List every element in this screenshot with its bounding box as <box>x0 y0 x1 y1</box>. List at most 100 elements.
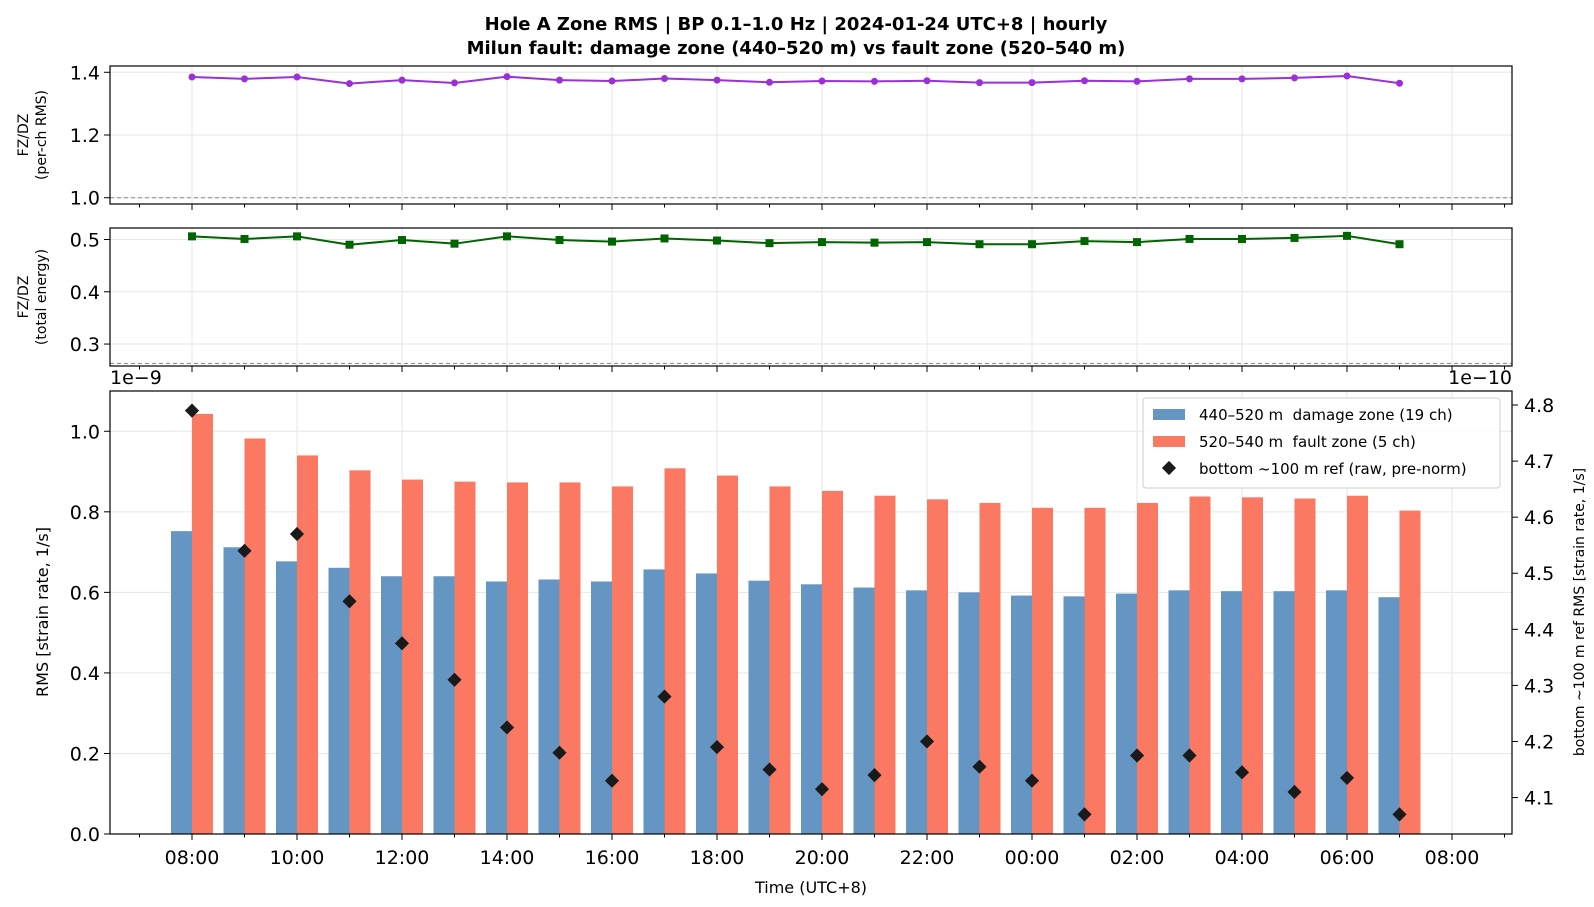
chart-title-line1: Hole A Zone RMS | BP 0.1–1.0 Hz | 2024-0… <box>485 14 1108 35</box>
ratio-point <box>450 239 459 248</box>
bar-damage-zone <box>1326 590 1347 834</box>
ref-marker <box>972 759 987 774</box>
legend-label-bottom-ref: bottom ~100 m ref (raw, pre-norm) <box>1199 460 1467 478</box>
ratio-point <box>1080 237 1089 246</box>
x-tick-label: 10:00 <box>270 847 325 869</box>
bar-damage-zone <box>591 581 612 834</box>
bar-damage-zone <box>1221 591 1242 834</box>
x-tick-label: 20:00 <box>795 847 850 869</box>
y-tick-label: 0.5 <box>70 230 100 252</box>
legend-swatch-damage-zone <box>1153 409 1185 420</box>
bar-damage-zone <box>538 579 560 834</box>
legend-frame <box>1142 397 1501 489</box>
ratio-point <box>556 76 563 84</box>
y-tick-label: 1.0 <box>70 188 100 210</box>
ratio-point <box>398 76 406 84</box>
ratio-point <box>661 75 668 83</box>
ratio-point <box>188 232 196 241</box>
y-tick-label: 0.6 <box>70 582 100 604</box>
left-offset-label: 1e−9 <box>110 367 162 389</box>
bar-damage-zone <box>171 531 192 834</box>
ratio-point <box>870 238 879 247</box>
bar-fault-zone <box>1399 510 1421 834</box>
ratio-point <box>1028 240 1036 249</box>
bar-fault-zone <box>1347 495 1368 834</box>
bar-damage-zone <box>748 580 770 834</box>
ratio-point <box>1343 72 1351 80</box>
bar-damage-zone <box>276 561 297 834</box>
ratio-point <box>1185 234 1194 243</box>
bar-fault-zone <box>927 499 948 834</box>
bar-damage-zone <box>643 569 665 834</box>
y-tick-label: 0.2 <box>70 743 100 765</box>
bar-fault-zone <box>1294 498 1316 834</box>
x-tick-label: 04:00 <box>1215 847 1270 869</box>
bar-damage-zone <box>1168 590 1190 834</box>
ratio-point <box>765 239 774 248</box>
panel-rms-bars: 08:00 10:00 12:00 14:00 16:00 18:00 20:00 22:00… <box>33 367 1588 897</box>
y-right-tick-label: 4.4 <box>1524 619 1554 641</box>
y-tick-label: 0.3 <box>70 334 100 356</box>
bar-damage-zone <box>433 576 455 834</box>
y-right-tick-label: 4.6 <box>1524 507 1554 529</box>
ref-marker <box>184 403 200 418</box>
y-right-tick-label: 4.2 <box>1524 731 1554 753</box>
x-tick-label: 18:00 <box>690 847 745 869</box>
bar-fault-zone <box>769 486 791 834</box>
ref-marker <box>762 762 777 777</box>
legend-label-damage-zone: 440–520 m damage zone (19 ch) <box>1199 406 1453 424</box>
ratio-point <box>1028 79 1036 87</box>
ref-marker <box>552 745 567 760</box>
bar-fault-zone <box>664 468 686 834</box>
x-tick-label: 08:00 <box>1425 847 1480 869</box>
y-right-tick-label: 4.3 <box>1524 675 1554 697</box>
y-tick-label: 0.4 <box>70 282 100 304</box>
bar-fault-zone <box>1242 497 1263 834</box>
y-right-tick-label: 4.1 <box>1524 788 1554 810</box>
ratio-point <box>713 76 721 84</box>
bar-damage-zone <box>958 592 980 834</box>
ratio-point <box>346 80 353 88</box>
legend-marker-bottom-ref <box>1161 460 1177 476</box>
bar-damage-zone <box>223 547 245 834</box>
ref-marker <box>1077 807 1092 822</box>
bar-damage-zone <box>906 590 927 834</box>
bar-damage-zone <box>381 576 402 834</box>
bar-damage-zone <box>328 567 350 834</box>
ratio-point <box>1343 231 1351 240</box>
ratio-point <box>345 240 354 249</box>
bar-damage-zone <box>801 584 822 834</box>
ref-marker <box>289 526 305 542</box>
panel2-ylabel-line1: FZ/DZ <box>16 276 32 319</box>
ref-marker <box>237 543 252 558</box>
bar-fault-zone <box>612 486 633 834</box>
ratio-point <box>818 238 826 247</box>
x-tick-label: 06:00 <box>1320 847 1375 869</box>
panel3-ylabel-right: bottom ~100 m ref RMS [strain rate, 1/s] <box>1572 468 1588 756</box>
bar-damage-zone <box>1116 593 1137 834</box>
ratio-point <box>1133 238 1141 247</box>
bar-fault-zone <box>1189 496 1211 834</box>
ratio-point <box>1290 233 1299 242</box>
bar-fault-zone <box>402 479 423 834</box>
ref-marker <box>919 734 935 749</box>
y-right-tick-label: 4.5 <box>1524 563 1554 585</box>
bar-fault-zone <box>822 490 843 834</box>
ref-marker <box>604 773 620 788</box>
ref-marker <box>1182 748 1197 763</box>
x-tick-label: 12:00 <box>375 847 430 869</box>
panel2-ylabel-line2: (total energy) <box>34 249 50 345</box>
y-tick-label: 1.4 <box>70 62 100 84</box>
ratio-point <box>608 77 616 85</box>
y-right-tick-label: 4.7 <box>1524 451 1554 473</box>
ratio-point <box>660 234 669 243</box>
ratio-point <box>713 236 721 245</box>
ref-marker <box>1024 773 1040 788</box>
ratio-point <box>923 77 931 85</box>
panel3-ylabel: RMS [strain rate, 1/s] <box>33 527 52 697</box>
bar-damage-zone <box>486 581 507 834</box>
bar-fault-zone <box>244 438 266 834</box>
bar-damage-zone <box>1273 591 1295 834</box>
ref-marker <box>1129 748 1145 763</box>
